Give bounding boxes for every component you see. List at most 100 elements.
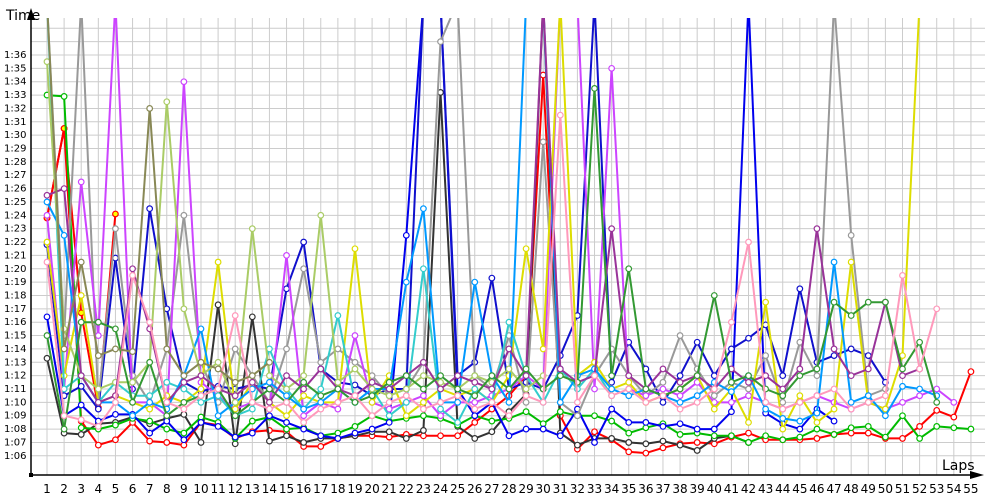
data-point — [351, 381, 359, 389]
data-point — [864, 365, 872, 373]
data-point — [745, 385, 752, 393]
x-tick-label: 55 — [963, 482, 978, 496]
data-point — [558, 0, 564, 4]
data-point — [813, 409, 821, 417]
data-point — [488, 417, 496, 425]
data-point — [300, 425, 308, 433]
data-point — [334, 398, 342, 406]
data-point — [94, 332, 102, 339]
data-point — [113, 0, 119, 4]
data-point — [77, 292, 85, 299]
data-point — [146, 105, 154, 112]
data-point — [60, 185, 68, 193]
data-point — [608, 392, 616, 400]
data-point — [762, 432, 770, 440]
y-tick-label: 1:18 — [4, 290, 26, 301]
data-point — [642, 392, 650, 400]
data-point — [540, 0, 546, 4]
data-point — [899, 435, 906, 442]
data-point — [916, 365, 924, 373]
data-point — [197, 385, 205, 393]
data-point — [899, 365, 906, 373]
data-point — [317, 405, 325, 413]
x-tick-label: 44 — [775, 482, 790, 496]
data-point — [94, 398, 102, 406]
data-point — [112, 436, 119, 444]
y-tick-label: 1:23 — [4, 224, 26, 235]
series-group — [43, 0, 975, 457]
x-tick-label: 52 — [912, 482, 927, 496]
data-point — [933, 385, 941, 393]
data-point — [745, 392, 752, 400]
x-axis-label: Laps — [942, 458, 975, 474]
data-point — [556, 432, 564, 440]
data-point — [43, 354, 51, 362]
data-point — [402, 372, 410, 380]
data-point — [676, 431, 684, 438]
x-tick-label: 5 — [112, 482, 120, 496]
data-point — [146, 405, 154, 413]
data-point — [197, 392, 205, 400]
data-point — [129, 412, 136, 420]
y-tick-label: 1:06 — [4, 451, 26, 462]
data-point — [231, 312, 239, 319]
data-point — [523, 0, 529, 4]
data-point — [625, 385, 633, 393]
x-tick-label: 36 — [638, 482, 653, 496]
x-tick-label: 22 — [399, 482, 414, 496]
data-point — [847, 372, 855, 380]
data-point — [591, 412, 598, 420]
data-point — [471, 372, 479, 380]
data-point — [351, 365, 359, 373]
data-point — [728, 398, 735, 406]
data-point — [351, 398, 359, 406]
x-tick-label: 32 — [570, 482, 585, 496]
y-tick-label: 1:21 — [4, 250, 26, 261]
data-point — [60, 231, 68, 239]
data-point — [385, 378, 393, 386]
data-point — [522, 408, 530, 416]
y-tick-label: 1:20 — [4, 264, 26, 275]
data-point — [266, 358, 273, 366]
data-point — [420, 372, 427, 380]
data-point — [591, 385, 598, 393]
x-tick-label: 29 — [518, 482, 533, 496]
data-point — [693, 447, 701, 454]
data-point — [334, 312, 342, 319]
x-tick-label: 49 — [861, 482, 876, 496]
x-tick-label: 21 — [382, 482, 397, 496]
data-point — [300, 372, 308, 380]
data-point — [146, 392, 154, 400]
x-tick-label: 38 — [672, 482, 687, 496]
data-point — [163, 345, 171, 353]
data-point — [642, 440, 650, 448]
data-point — [899, 398, 906, 406]
data-point — [899, 412, 906, 420]
data-point — [505, 398, 513, 406]
data-point — [796, 365, 804, 373]
data-point — [830, 405, 838, 413]
data-point — [129, 272, 136, 279]
data-point — [266, 412, 273, 420]
data-point — [112, 398, 119, 406]
data-point — [77, 416, 85, 424]
y-tick-label: 1:32 — [4, 103, 26, 114]
data-point — [505, 412, 513, 420]
data-point — [231, 433, 239, 441]
data-point — [625, 419, 633, 426]
data-point — [608, 435, 616, 442]
data-point — [180, 378, 188, 386]
data-point — [43, 238, 51, 246]
data-point — [368, 412, 376, 420]
x-tick-label: 6 — [129, 482, 137, 496]
data-point — [916, 338, 924, 346]
data-point — [266, 385, 273, 393]
x-tick-label: 19 — [347, 482, 362, 496]
data-point — [745, 378, 752, 386]
y-axis-label: Time — [5, 8, 40, 24]
data-point — [488, 372, 496, 380]
data-point — [642, 419, 650, 426]
data-point — [659, 392, 667, 400]
data-point — [129, 348, 136, 355]
data-point — [385, 392, 393, 400]
